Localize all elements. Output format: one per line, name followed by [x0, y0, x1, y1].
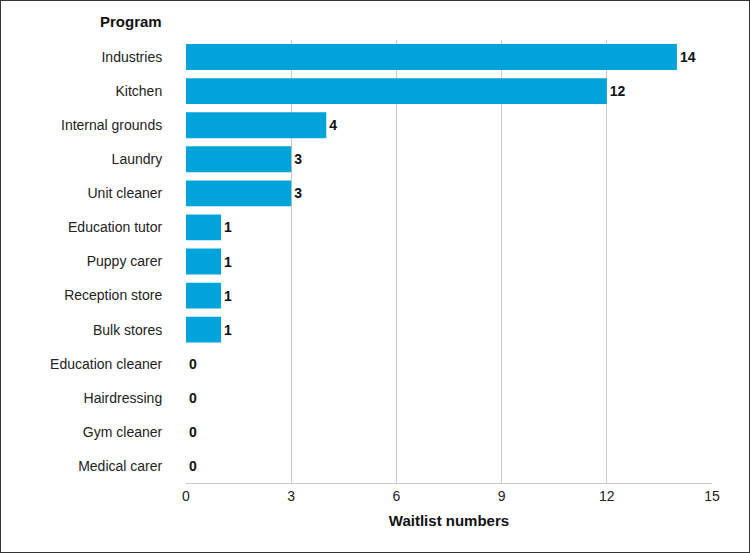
svg-text:Puppy carer: Puppy carer [87, 253, 163, 269]
svg-text:0: 0 [182, 488, 190, 504]
svg-text:Waitlist numbers: Waitlist numbers [389, 512, 509, 529]
svg-text:3: 3 [287, 488, 295, 504]
svg-text:Kitchen: Kitchen [115, 83, 162, 99]
svg-text:12: 12 [610, 83, 626, 99]
svg-text:15: 15 [704, 488, 720, 504]
svg-text:Internal grounds: Internal grounds [61, 117, 162, 133]
svg-text:1: 1 [224, 322, 232, 338]
svg-text:Education cleaner: Education cleaner [50, 356, 162, 372]
svg-text:Laundry: Laundry [112, 151, 163, 167]
svg-text:Industries: Industries [101, 49, 162, 65]
svg-text:4: 4 [329, 117, 337, 133]
svg-text:6: 6 [393, 488, 401, 504]
svg-text:Gym cleaner: Gym cleaner [83, 424, 163, 440]
svg-text:Medical carer: Medical carer [78, 458, 162, 474]
svg-text:14: 14 [680, 49, 696, 65]
svg-text:3: 3 [294, 151, 302, 167]
svg-text:9: 9 [498, 488, 506, 504]
svg-text:1: 1 [224, 288, 232, 304]
svg-text:Education tutor: Education tutor [68, 219, 163, 235]
svg-text:0: 0 [189, 356, 197, 372]
svg-text:0: 0 [189, 390, 197, 406]
svg-text:0: 0 [189, 458, 197, 474]
svg-text:Program: Program [100, 13, 162, 30]
svg-text:1: 1 [224, 219, 232, 235]
svg-text:Hairdressing: Hairdressing [84, 390, 163, 406]
svg-text:Unit cleaner: Unit cleaner [87, 185, 162, 201]
svg-text:1: 1 [224, 254, 232, 270]
svg-text:0: 0 [189, 424, 197, 440]
svg-text:Bulk stores: Bulk stores [93, 322, 162, 338]
svg-text:Reception store: Reception store [64, 287, 162, 303]
svg-text:3: 3 [294, 185, 302, 201]
svg-text:12: 12 [599, 488, 615, 504]
